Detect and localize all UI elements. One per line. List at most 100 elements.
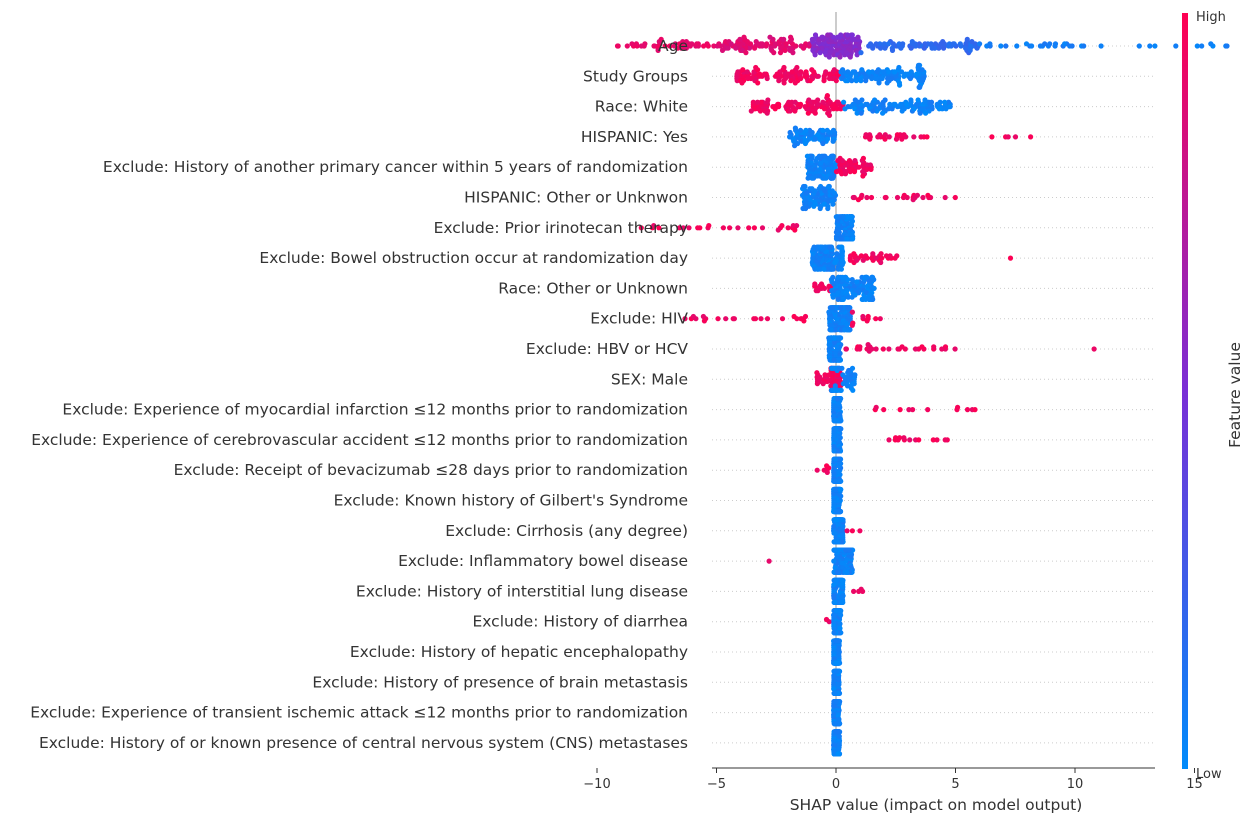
data-point [829, 305, 836, 311]
data-point [1152, 43, 1158, 49]
data-point [755, 80, 761, 86]
data-point [912, 346, 919, 352]
data-point [907, 75, 914, 82]
data-point [658, 36, 664, 43]
data-point [928, 41, 934, 47]
feature-label: Age [658, 37, 688, 55]
data-point [946, 99, 952, 105]
data-point [936, 45, 942, 51]
data-point [845, 214, 851, 220]
data-point [758, 99, 764, 105]
data-point [807, 78, 813, 84]
data-point [847, 169, 853, 175]
data-point [825, 205, 831, 212]
data-point [801, 183, 807, 190]
data-point [854, 52, 860, 58]
data-point [869, 346, 875, 352]
data-point [831, 523, 837, 530]
data-point [834, 668, 840, 674]
data-point [614, 43, 621, 49]
data-point [624, 43, 630, 49]
data-point [930, 437, 936, 443]
data-point [689, 41, 695, 47]
data-point [830, 106, 837, 112]
data-point [788, 78, 794, 84]
data-point [817, 244, 824, 250]
colorbar-gradient [1182, 13, 1188, 769]
feature-label: Exclude: History of hepatic encephalopat… [350, 643, 688, 661]
data-point [821, 106, 828, 112]
data-point [787, 134, 793, 140]
data-point [838, 32, 844, 38]
data-point [725, 45, 731, 51]
data-point [893, 136, 900, 142]
data-point [867, 136, 873, 142]
data-point [838, 266, 845, 272]
data-point [854, 257, 860, 263]
data-point [839, 248, 846, 255]
data-point [1194, 43, 1200, 49]
data-point [782, 47, 788, 54]
data-point [1007, 255, 1014, 261]
data-point [826, 372, 832, 378]
data-point [839, 158, 846, 164]
feature-labels: Age Study Groups Race: White HISPANIC: Yes E… [30, 37, 688, 752]
data-point [859, 296, 865, 302]
data-point [894, 253, 900, 259]
data-point [845, 294, 851, 300]
data-point [907, 437, 913, 443]
data-point [832, 599, 838, 606]
data-point [813, 288, 819, 294]
x-tick-label: −10 [583, 777, 610, 792]
data-point [1003, 43, 1009, 49]
data-point [922, 97, 928, 103]
data-point [987, 41, 993, 47]
data-point [830, 274, 836, 280]
data-point [866, 69, 872, 75]
data-point [881, 69, 887, 75]
data-point [1047, 41, 1053, 47]
data-point [957, 41, 963, 47]
data-point [751, 225, 758, 231]
data-point [804, 153, 811, 159]
data-point [816, 153, 822, 159]
data-point [875, 134, 881, 140]
data-point [952, 194, 958, 201]
data-point [798, 75, 804, 82]
data-point [800, 45, 807, 51]
data-point [881, 407, 887, 413]
data-point [903, 101, 910, 107]
data-point [662, 43, 668, 49]
data-point [910, 197, 916, 203]
x-axis-title: SHAP value (impact on model output) [790, 796, 1083, 814]
feature-label: HISPANIC: Other or Unknwon [464, 189, 688, 207]
feature-label: Study Groups [583, 67, 688, 85]
data-point [834, 517, 840, 523]
row-gridlines [712, 45, 1155, 744]
data-point [1012, 134, 1019, 140]
data-point [844, 32, 851, 38]
data-point [776, 78, 782, 84]
data-point [925, 192, 931, 198]
data-point [781, 64, 787, 71]
data-point [711, 43, 717, 49]
data-point [830, 138, 836, 144]
data-point [931, 344, 937, 350]
data-point [899, 108, 905, 114]
data-point [836, 365, 842, 371]
data-point [830, 201, 836, 207]
data-point [883, 253, 890, 259]
data-point [859, 192, 865, 198]
data-point [835, 729, 842, 735]
data-point [863, 132, 869, 138]
data-point [656, 225, 662, 231]
data-point [906, 407, 912, 413]
data-point [794, 64, 800, 71]
data-point [733, 45, 739, 51]
data-point [812, 110, 818, 116]
data-point [864, 255, 870, 261]
data-point [908, 69, 914, 75]
data-point [884, 80, 890, 86]
feature-label: Exclude: Experience of transient ischemi… [30, 704, 688, 722]
data-point [1098, 43, 1104, 49]
